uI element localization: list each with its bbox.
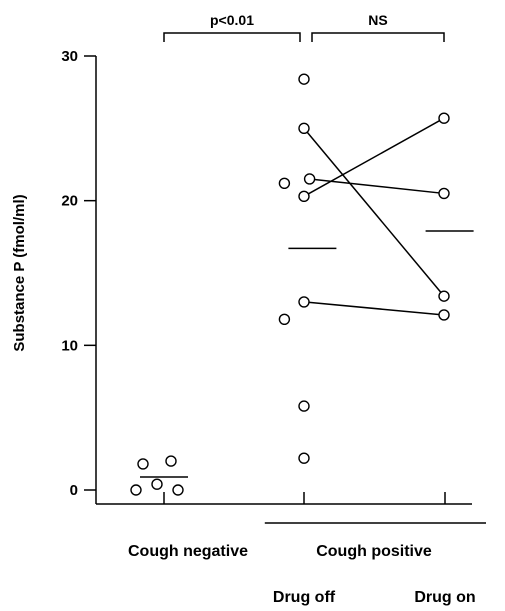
data-point-drug-off-5 — [298, 296, 310, 308]
category-sublabel-drug-off: Drug off — [273, 589, 336, 606]
bracket-0 — [163, 32, 301, 42]
data-points — [130, 73, 450, 496]
data-point-drug-off-2 — [278, 177, 291, 190]
comparison-brackets: p<0.01 NS — [163, 12, 486, 524]
paired-lines — [303, 117, 445, 316]
data-point-drug-off-7 — [298, 400, 310, 412]
category-labels: Cough negative Cough positive Drug off Drug… — [128, 543, 476, 606]
data-point-cough-negative-2 — [130, 484, 142, 496]
paired-line-3 — [303, 301, 445, 316]
y-tick-label-0: 0 — [70, 482, 78, 499]
category-label-drug-off: Cough positive — [316, 543, 432, 560]
data-point-drug-on-2 — [438, 290, 450, 302]
data-point-drug-on-3 — [438, 309, 450, 321]
category-label-cough-negative: Cough negative — [128, 543, 248, 560]
data-point-drug-off-1 — [298, 122, 310, 135]
comparison-label-0: p<0.01 — [210, 12, 254, 28]
axes — [95, 56, 472, 505]
data-point-cough-negative-1 — [165, 455, 177, 467]
paired-line-1 — [303, 117, 445, 197]
data-point-drug-off-8 — [298, 452, 310, 464]
data-point-drug-off-4 — [298, 190, 310, 203]
data-point-cough-negative-0 — [137, 458, 149, 470]
y-tick-label-20: 20 — [61, 193, 78, 210]
y-tick-label-10: 10 — [61, 337, 78, 354]
comparison-label-1: NS — [368, 12, 387, 28]
data-point-cough-negative-4 — [172, 484, 184, 496]
paired-line-2 — [303, 127, 445, 297]
y-ticks: 0 10 20 30 — [61, 48, 96, 499]
data-point-drug-off-3 — [303, 173, 316, 185]
data-point-drug-off-6 — [278, 313, 291, 325]
mean-lines — [140, 230, 474, 478]
y-tick-label-30: 30 — [61, 48, 78, 65]
category-sublabel-drug-on: Drug on — [414, 589, 475, 606]
bracket-1 — [311, 32, 445, 42]
data-point-drug-off-0 — [298, 73, 310, 85]
data-point-drug-on-0 — [438, 112, 450, 124]
y-axis-label: Substance P (fmol/ml) — [11, 194, 28, 351]
data-point-cough-negative-3 — [151, 478, 163, 490]
data-point-drug-on-1 — [438, 187, 450, 200]
